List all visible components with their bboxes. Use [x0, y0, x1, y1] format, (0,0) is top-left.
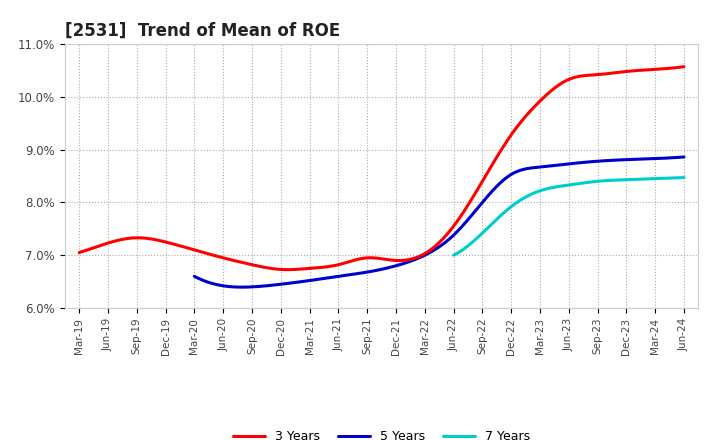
5 Years: [482, 196, 490, 201]
Line: 7 Years: 7 Years: [454, 178, 684, 255]
7 Years: [450, 252, 459, 257]
5 Years: [636, 157, 644, 162]
3 Years: [447, 226, 456, 231]
7 Years: [590, 179, 599, 184]
3 Years: [587, 73, 595, 78]
Line: 3 Years: 3 Years: [79, 67, 684, 270]
5 Years: [604, 158, 613, 163]
7 Years: [644, 176, 652, 182]
5 Years: [483, 194, 492, 199]
5 Years: [680, 154, 688, 160]
Legend: 3 Years, 5 Years, 7 Years: 3 Years, 5 Years, 7 Years: [228, 425, 535, 440]
7 Years: [587, 180, 595, 185]
Text: [2531]  Trend of Mean of ROE: [2531] Trend of Mean of ROE: [65, 22, 340, 40]
Line: 5 Years: 5 Years: [194, 157, 684, 287]
3 Years: [77, 249, 86, 255]
7 Years: [658, 176, 667, 181]
5 Years: [192, 275, 200, 280]
7 Years: [680, 175, 688, 180]
3 Years: [680, 64, 688, 70]
3 Years: [625, 69, 634, 74]
7 Years: [449, 253, 458, 258]
3 Years: [75, 250, 84, 255]
3 Years: [283, 267, 292, 272]
3 Years: [435, 240, 444, 245]
5 Years: [491, 185, 500, 190]
3 Years: [437, 238, 446, 243]
7 Years: [585, 180, 594, 185]
5 Years: [190, 274, 199, 279]
5 Years: [238, 285, 246, 290]
